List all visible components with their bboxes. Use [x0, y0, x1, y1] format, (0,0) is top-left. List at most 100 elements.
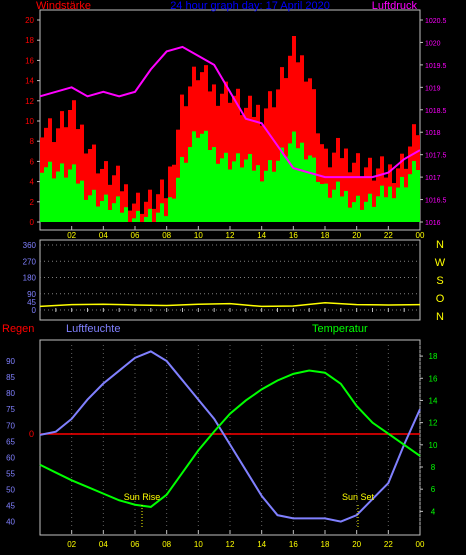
wind-average-bar	[168, 197, 172, 222]
wind-average-bar	[408, 174, 412, 222]
time-tick-label: 16	[289, 231, 298, 240]
wind-average-bar	[216, 163, 220, 222]
wind-gust-bar	[232, 95, 236, 222]
wind-average-bar	[120, 212, 124, 222]
wind-average-bar	[372, 206, 376, 222]
wind-gust-bar	[64, 127, 68, 222]
wind-average-bar	[184, 162, 188, 222]
humidity-y-tick-label: 70	[6, 421, 15, 430]
time-tick-label: 10	[194, 540, 203, 549]
humidity-y-tick-label: 85	[6, 373, 15, 382]
wind-gust-bar	[148, 189, 152, 222]
wind-y-tick-label: 2	[30, 198, 35, 207]
humidity-y-tick-label: 45	[6, 502, 15, 511]
direction-y-tick-label: 360	[23, 241, 37, 250]
climate-grid	[71, 345, 421, 528]
wind-average-bar	[340, 196, 344, 222]
wind-gust-bar	[228, 102, 232, 222]
wind-y-tick-label: 4	[30, 178, 35, 187]
wind-gust-bar	[284, 78, 288, 222]
wind-average-bar	[68, 169, 72, 222]
wind-gust-bar	[136, 192, 140, 222]
wind-gust-bar	[120, 191, 124, 222]
direction-series	[39, 302, 421, 308]
wind-gust-bar	[356, 153, 360, 222]
direction-y-tick-label: 180	[23, 274, 37, 283]
wind-average-bar	[112, 203, 116, 222]
wind-average-bar	[336, 181, 340, 222]
wind-average-bar	[240, 167, 244, 222]
temperature-y-tick-label: 4	[431, 507, 436, 516]
wind-average-bar	[64, 177, 68, 222]
wind-average-bar	[232, 161, 236, 222]
wind-gust-bar	[336, 137, 340, 222]
wind-average-bar	[56, 171, 60, 222]
wind-gust-bar	[176, 129, 180, 222]
wind-gust-bar	[116, 165, 120, 222]
wind-average-bar	[72, 164, 76, 222]
wind-average-bar	[248, 153, 252, 222]
temperature-title: Temperatur	[312, 323, 368, 335]
direction-compass-label: O	[436, 293, 445, 305]
wind-gust-bar	[172, 164, 176, 222]
wind-y-tick-label: 12	[25, 97, 34, 106]
direction-compass-label: N	[436, 311, 444, 323]
wind-gust-bar	[88, 149, 92, 222]
wind-average-bar	[324, 183, 328, 222]
time-tick-label: 16	[289, 540, 298, 549]
wind-average-bar	[384, 197, 388, 222]
temperature-line	[39, 369, 421, 508]
time-tick-label: 14	[257, 231, 266, 240]
wind-average-bar	[136, 210, 140, 222]
wind-average-bar	[328, 197, 332, 222]
wind-gust-bar	[300, 55, 304, 222]
time-tick-label: 02	[67, 540, 76, 549]
wind-average-bar	[196, 137, 200, 222]
time-tick-label: 00	[416, 540, 425, 549]
humidity-y-tick-label: 75	[6, 405, 15, 414]
temperature-y-tick-label: 6	[431, 485, 436, 494]
wind-gust-bar	[364, 167, 368, 222]
wind-average-bar	[276, 160, 280, 222]
wind-y-tick-label: 10	[25, 117, 34, 126]
chart-title: 24 hour graph day: 17 April 2020	[170, 0, 330, 12]
wind-gust-bar	[104, 161, 108, 222]
pressure-y-tick-label: 1016.5	[425, 198, 447, 205]
pressure-y-tick-label: 1016	[425, 220, 441, 227]
direction-y-tick-label: 0	[32, 306, 37, 315]
pressure-line	[39, 45, 421, 179]
wind-y-tick-label: 18	[25, 36, 34, 45]
direction-compass-label: N	[436, 239, 444, 251]
pressure-y-tick-label: 1017	[425, 175, 441, 182]
wind-gust-bar	[288, 55, 292, 222]
wind-average-bar	[284, 156, 288, 222]
temperature-y-tick-label: 12	[429, 419, 438, 428]
wind-gust-bar	[368, 157, 372, 222]
wind-gust-bar	[332, 152, 336, 222]
temperature-y-tick-label: 14	[429, 396, 438, 405]
direction-line	[39, 302, 421, 308]
pressure-y-tick-label: 1017.5	[425, 153, 447, 160]
humidity-y-tick-label: 50	[6, 485, 15, 494]
wind-gust-bar	[160, 179, 164, 222]
wind-gust-bar	[140, 213, 144, 222]
pressure-y-tick-label: 1019	[425, 85, 441, 92]
time-tick-label: 12	[226, 540, 235, 549]
wind-average-bar	[52, 178, 56, 222]
sunset-label: Sun Set	[342, 492, 375, 502]
wind-gust-bar	[296, 62, 300, 222]
wind-average-bar	[396, 187, 400, 222]
wind-average-bar	[108, 209, 112, 222]
wind-average-bar	[176, 177, 180, 222]
wind-average-bar	[332, 189, 336, 222]
wind-gust-bar	[100, 168, 104, 222]
wind-average-bar	[320, 184, 324, 222]
wind-average-bar	[380, 185, 384, 222]
wind-gust-bar	[72, 100, 76, 222]
wind-average-bar	[188, 147, 192, 222]
time-tick-label: 04	[99, 540, 108, 549]
time-tick-label: 12	[226, 231, 235, 240]
